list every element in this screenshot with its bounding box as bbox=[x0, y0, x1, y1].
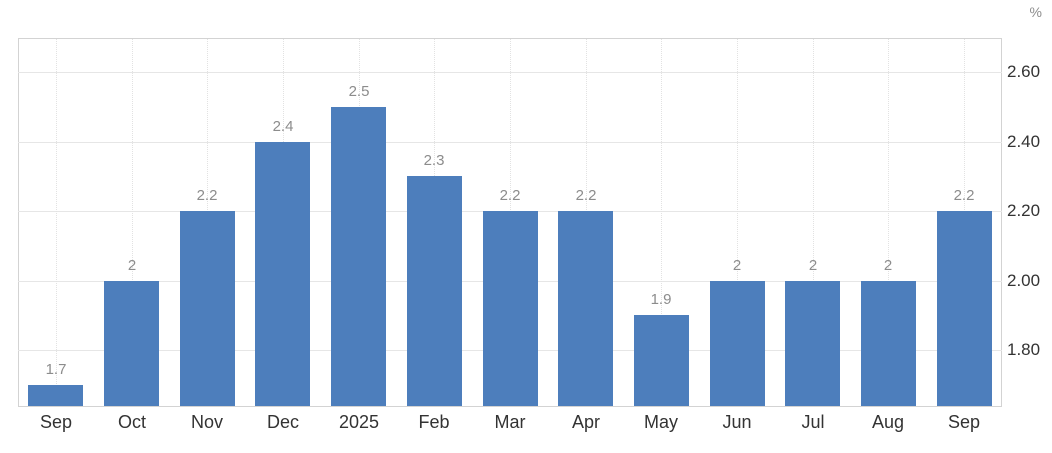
bar-value-label: 1.7 bbox=[45, 360, 67, 378]
bar-mar[interactable] bbox=[483, 211, 538, 406]
bar-value-label: 2.2 bbox=[499, 187, 521, 205]
x-gridline bbox=[56, 39, 57, 406]
y-axis-tick-label: 1.80 bbox=[1007, 340, 1041, 360]
x-axis-tick-label: May bbox=[643, 412, 678, 432]
bar-jul[interactable] bbox=[785, 280, 840, 406]
x-axis-tick-label: Mar bbox=[494, 412, 526, 432]
x-gridline bbox=[888, 39, 889, 406]
bar-value-label: 2 bbox=[127, 256, 137, 274]
bar-value-label: 2.4 bbox=[272, 117, 294, 135]
bar-sep[interactable] bbox=[28, 384, 83, 406]
bar-oct[interactable] bbox=[104, 280, 159, 406]
bar-value-label: 2.2 bbox=[953, 187, 975, 205]
y-axis-tick-label: 2.00 bbox=[1007, 270, 1041, 290]
bar-nov[interactable] bbox=[180, 211, 235, 406]
x-gridline bbox=[813, 39, 814, 406]
x-axis-tick-label: Dec bbox=[266, 412, 299, 432]
y-axis-tick-label: 2.40 bbox=[1007, 131, 1041, 151]
bar-dec[interactable] bbox=[255, 141, 310, 406]
x-gridline bbox=[737, 39, 738, 406]
bar-value-label: 2 bbox=[883, 256, 893, 274]
bar-value-label: 1.9 bbox=[650, 291, 672, 309]
x-axis-tick-label: Sep bbox=[39, 412, 73, 432]
x-axis-tick-label: Aug bbox=[871, 412, 905, 432]
bar-value-label: 2.3 bbox=[423, 152, 445, 170]
y-axis-tick-label: 2.60 bbox=[1007, 62, 1041, 82]
bar-value-label: 2.5 bbox=[348, 82, 370, 100]
x-axis-tick-label: Oct bbox=[117, 412, 146, 432]
bar-apr[interactable] bbox=[558, 211, 613, 406]
x-gridline bbox=[132, 39, 133, 406]
x-axis-tick-label: Jul bbox=[801, 412, 825, 432]
bar-value-label: 2.2 bbox=[196, 187, 218, 205]
bar-jun[interactable] bbox=[710, 280, 765, 406]
bar-value-label: 2 bbox=[732, 256, 742, 274]
x-gridline bbox=[661, 39, 662, 406]
y-axis-tick-label: 2.20 bbox=[1007, 201, 1041, 221]
bar-2025[interactable] bbox=[331, 106, 386, 406]
bar-aug[interactable] bbox=[861, 280, 916, 406]
bar-may[interactable] bbox=[634, 315, 689, 406]
x-axis-tick-label: Feb bbox=[418, 412, 450, 432]
bar-value-label: 2.2 bbox=[575, 187, 597, 205]
x-axis-tick-label: Nov bbox=[190, 412, 223, 432]
bar-value-label: 2 bbox=[808, 256, 818, 274]
bar-sep[interactable] bbox=[937, 211, 992, 406]
y-axis-unit-label: % bbox=[1029, 4, 1042, 20]
x-axis-tick-label: Sep bbox=[947, 412, 981, 432]
x-axis-tick-label: Apr bbox=[571, 412, 600, 432]
x-axis-tick-label: 2025 bbox=[338, 412, 380, 432]
x-axis-tick-label: Jun bbox=[722, 412, 752, 432]
bar-feb[interactable] bbox=[407, 176, 462, 406]
